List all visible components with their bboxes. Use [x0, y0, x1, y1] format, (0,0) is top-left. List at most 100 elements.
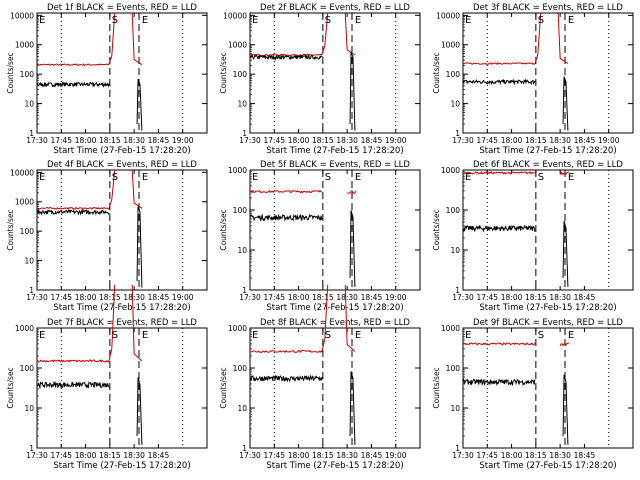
x-tick-label: 18:00: [75, 293, 97, 302]
x-tick-label: 18:15: [99, 136, 121, 145]
black-series-line: [462, 377, 536, 387]
plot-frame: [36, 12, 208, 134]
y-tick-label: 1000: [15, 324, 34, 333]
event-marker-label: E: [39, 15, 45, 26]
plot-frame: [249, 169, 421, 291]
event-marker-label: S: [325, 172, 331, 183]
red-series-line: [462, 342, 536, 346]
y-tick-label: 1000: [441, 41, 460, 50]
y-axis-label: Counts/sec: [219, 52, 228, 93]
x-tick-label: 18:00: [75, 136, 97, 145]
y-tick-label: 1: [242, 444, 247, 453]
black-series-line: [249, 213, 323, 222]
y-axis-label: Counts/sec: [6, 52, 15, 93]
x-tick-label: 17:45: [50, 451, 72, 460]
event-marker-label: E: [355, 172, 361, 183]
y-tick-label: 100: [20, 364, 35, 373]
chart-title: Det 9f BLACK = Events, RED = LLD: [473, 318, 623, 328]
x-tick-label: 19:00: [598, 136, 620, 145]
chart-panel: Det 5f BLACK = Events, RED = LLD Start Ti…: [219, 160, 421, 313]
y-tick-label: 1: [29, 286, 34, 295]
x-tick-label: 17:30: [239, 451, 261, 460]
chart-panel: Det 9f BLACK = Events, RED = LLD Start Ti…: [432, 318, 634, 471]
x-tick-label: 18:45: [574, 293, 596, 302]
y-axis-label: Counts/sec: [432, 367, 441, 408]
y-tick-label: 1: [29, 444, 34, 453]
x-tick-label: 18:30: [549, 136, 571, 145]
x-tick-label: 17:45: [263, 451, 285, 460]
x-tick-label: 18:30: [549, 293, 571, 302]
x-tick-label: 18:45: [574, 136, 596, 145]
chart-panel: Det 6f BLACK = Events, RED = LLD Start Ti…: [432, 160, 634, 313]
x-tick-label: 18:15: [99, 451, 121, 460]
black-series-line: [136, 79, 143, 131]
y-tick-label: 1000: [15, 41, 34, 50]
red-series-line: [462, 170, 535, 175]
plot-frame: [249, 327, 421, 449]
chart-title: Det 6f BLACK = Events, RED = LLD: [473, 160, 623, 170]
x-tick-label: 17:30: [239, 136, 261, 145]
red-series-line: [36, 169, 116, 210]
x-tick-label: 17:30: [26, 293, 48, 302]
black-series-line: [562, 221, 569, 287]
y-tick-label: 10000: [10, 11, 34, 20]
y-tick-label: 10: [24, 257, 34, 266]
y-tick-label: 100: [233, 364, 248, 373]
plot-frame: [249, 12, 421, 134]
event-marker-label: E: [568, 15, 574, 26]
y-tick-label: 10000: [436, 11, 460, 20]
event-marker-label: S: [325, 330, 331, 341]
red-series-line: [559, 342, 570, 347]
chart-panel: Det 8f BLACK = Events, RED = LLD Start Ti…: [219, 284, 421, 471]
plot-frame: [36, 327, 208, 449]
x-tick-label: 17:45: [263, 293, 285, 302]
black-series-line: [36, 380, 110, 390]
black-series-line: [249, 53, 323, 61]
y-axis-label: Counts/sec: [432, 209, 441, 250]
chart-title: Det 8f BLACK = Events, RED = LLD: [260, 318, 410, 328]
black-series-line: [349, 210, 356, 287]
black-series-line: [36, 80, 110, 88]
x-tick-label: 18:45: [574, 451, 596, 460]
y-axis-label: Counts/sec: [6, 209, 15, 250]
x-tick-label: 18:15: [99, 293, 121, 302]
x-tick-label: 18:45: [361, 136, 383, 145]
y-tick-label: 100: [20, 70, 35, 79]
x-tick-label: 18:00: [75, 451, 97, 460]
x-tick-label: 18:00: [501, 451, 523, 460]
event-marker-label: E: [39, 172, 45, 183]
x-axis-label: Start Time (27-Feb-15 17:28:20): [266, 461, 403, 471]
x-tick-label: 18:00: [288, 136, 310, 145]
y-tick-label: 10: [237, 404, 247, 413]
y-tick-label: 10000: [223, 11, 247, 20]
y-tick-label: 100: [446, 206, 461, 215]
x-tick-label: 18:00: [288, 293, 310, 302]
x-tick-label: 18:30: [336, 136, 358, 145]
x-tick-label: 17:30: [26, 451, 48, 460]
x-tick-label: 19:00: [385, 451, 407, 460]
y-tick-label: 10: [237, 100, 247, 109]
x-tick-label: 17:30: [452, 293, 474, 302]
x-tick-label: 19:00: [385, 136, 407, 145]
event-marker-label: E: [465, 330, 471, 341]
event-marker-label: E: [142, 15, 148, 26]
event-marker-label: S: [325, 15, 331, 26]
black-series-line: [462, 224, 536, 233]
chart-title: Det 5f BLACK = Events, RED = LLD: [260, 160, 410, 170]
x-tick-label: 18:30: [336, 451, 358, 460]
chart-panel: Det 3f BLACK = Events, RED = LLD Start Ti…: [432, 3, 634, 156]
x-axis-label: Start Time (27-Feb-15 17:28:20): [266, 303, 403, 313]
x-tick-label: 18:15: [525, 451, 547, 460]
chart-panel: Det 4f BLACK = Events, RED = LLD Start Ti…: [6, 160, 208, 313]
plot-frame: [462, 169, 634, 291]
x-tick-label: 18:30: [123, 451, 145, 460]
x-tick-label: 18:15: [525, 293, 547, 302]
y-tick-label: 1: [242, 129, 247, 138]
y-tick-label: 100: [446, 70, 461, 79]
event-marker-label: S: [538, 15, 544, 26]
y-tick-label: 1000: [441, 166, 460, 175]
x-axis-label: Start Time (27-Feb-15 17:28:20): [479, 461, 616, 471]
y-axis-label: Counts/sec: [6, 367, 15, 408]
chart-panel: Det 7f BLACK = Events, RED = LLD Start Ti…: [6, 284, 208, 471]
